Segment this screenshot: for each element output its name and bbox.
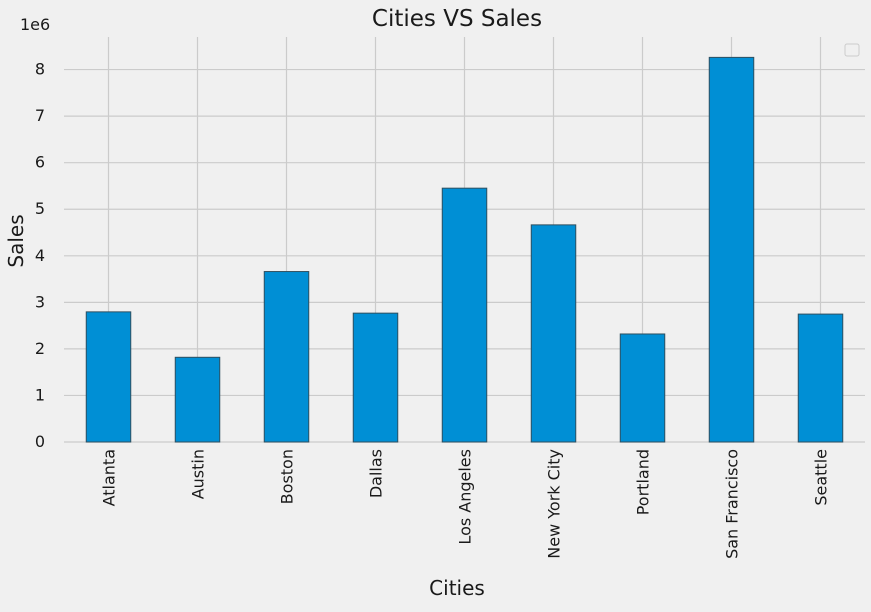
x-axis-label: Cities bbox=[429, 576, 485, 600]
bar-boston bbox=[263, 271, 310, 443]
y-offset-label: 1e6 bbox=[20, 15, 50, 34]
y-tick-label: 0 bbox=[35, 432, 45, 451]
y-tick-label: 8 bbox=[35, 60, 45, 79]
x-tick-labels: Atlanta Austin Boston Dallas Los Angeles New … bbox=[100, 449, 831, 559]
y-axis-label: Sales bbox=[4, 214, 28, 267]
bar-dallas bbox=[352, 312, 399, 443]
x-tick-label: Atlanta bbox=[100, 449, 119, 506]
bar-los-angeles bbox=[441, 187, 488, 443]
x-tick-label: Dallas bbox=[367, 449, 386, 498]
y-tick-label: 4 bbox=[35, 246, 45, 265]
x-tick-label: Los Angeles bbox=[456, 449, 475, 545]
bar-austin bbox=[174, 356, 221, 443]
x-tick-label: Boston bbox=[278, 449, 297, 504]
bar-atlanta bbox=[85, 311, 132, 443]
x-tick-label: Portland bbox=[634, 449, 653, 515]
bar-new-york-city bbox=[530, 224, 577, 443]
x-tick-label: New York City bbox=[545, 449, 564, 559]
bars bbox=[85, 56, 844, 443]
y-tick-label: 3 bbox=[35, 292, 45, 311]
bar-seattle bbox=[797, 313, 844, 443]
y-tick-label: 7 bbox=[35, 106, 45, 125]
x-tick-label: Austin bbox=[189, 449, 208, 499]
y-tick-label: 2 bbox=[35, 339, 45, 358]
bar-portland bbox=[619, 333, 666, 443]
y-tick-label: 1 bbox=[35, 385, 45, 404]
y-tick-label: 5 bbox=[35, 199, 45, 218]
x-tick-label: Seattle bbox=[812, 449, 831, 506]
bar-san-francisco bbox=[708, 56, 755, 443]
y-tick-labels: 0 1 2 3 4 5 6 7 8 bbox=[35, 60, 45, 451]
chart-title: Cities VS Sales bbox=[372, 6, 542, 32]
y-tick-label: 6 bbox=[35, 153, 45, 172]
x-tick-label: San Francisco bbox=[723, 449, 742, 559]
legend-box bbox=[844, 43, 860, 57]
